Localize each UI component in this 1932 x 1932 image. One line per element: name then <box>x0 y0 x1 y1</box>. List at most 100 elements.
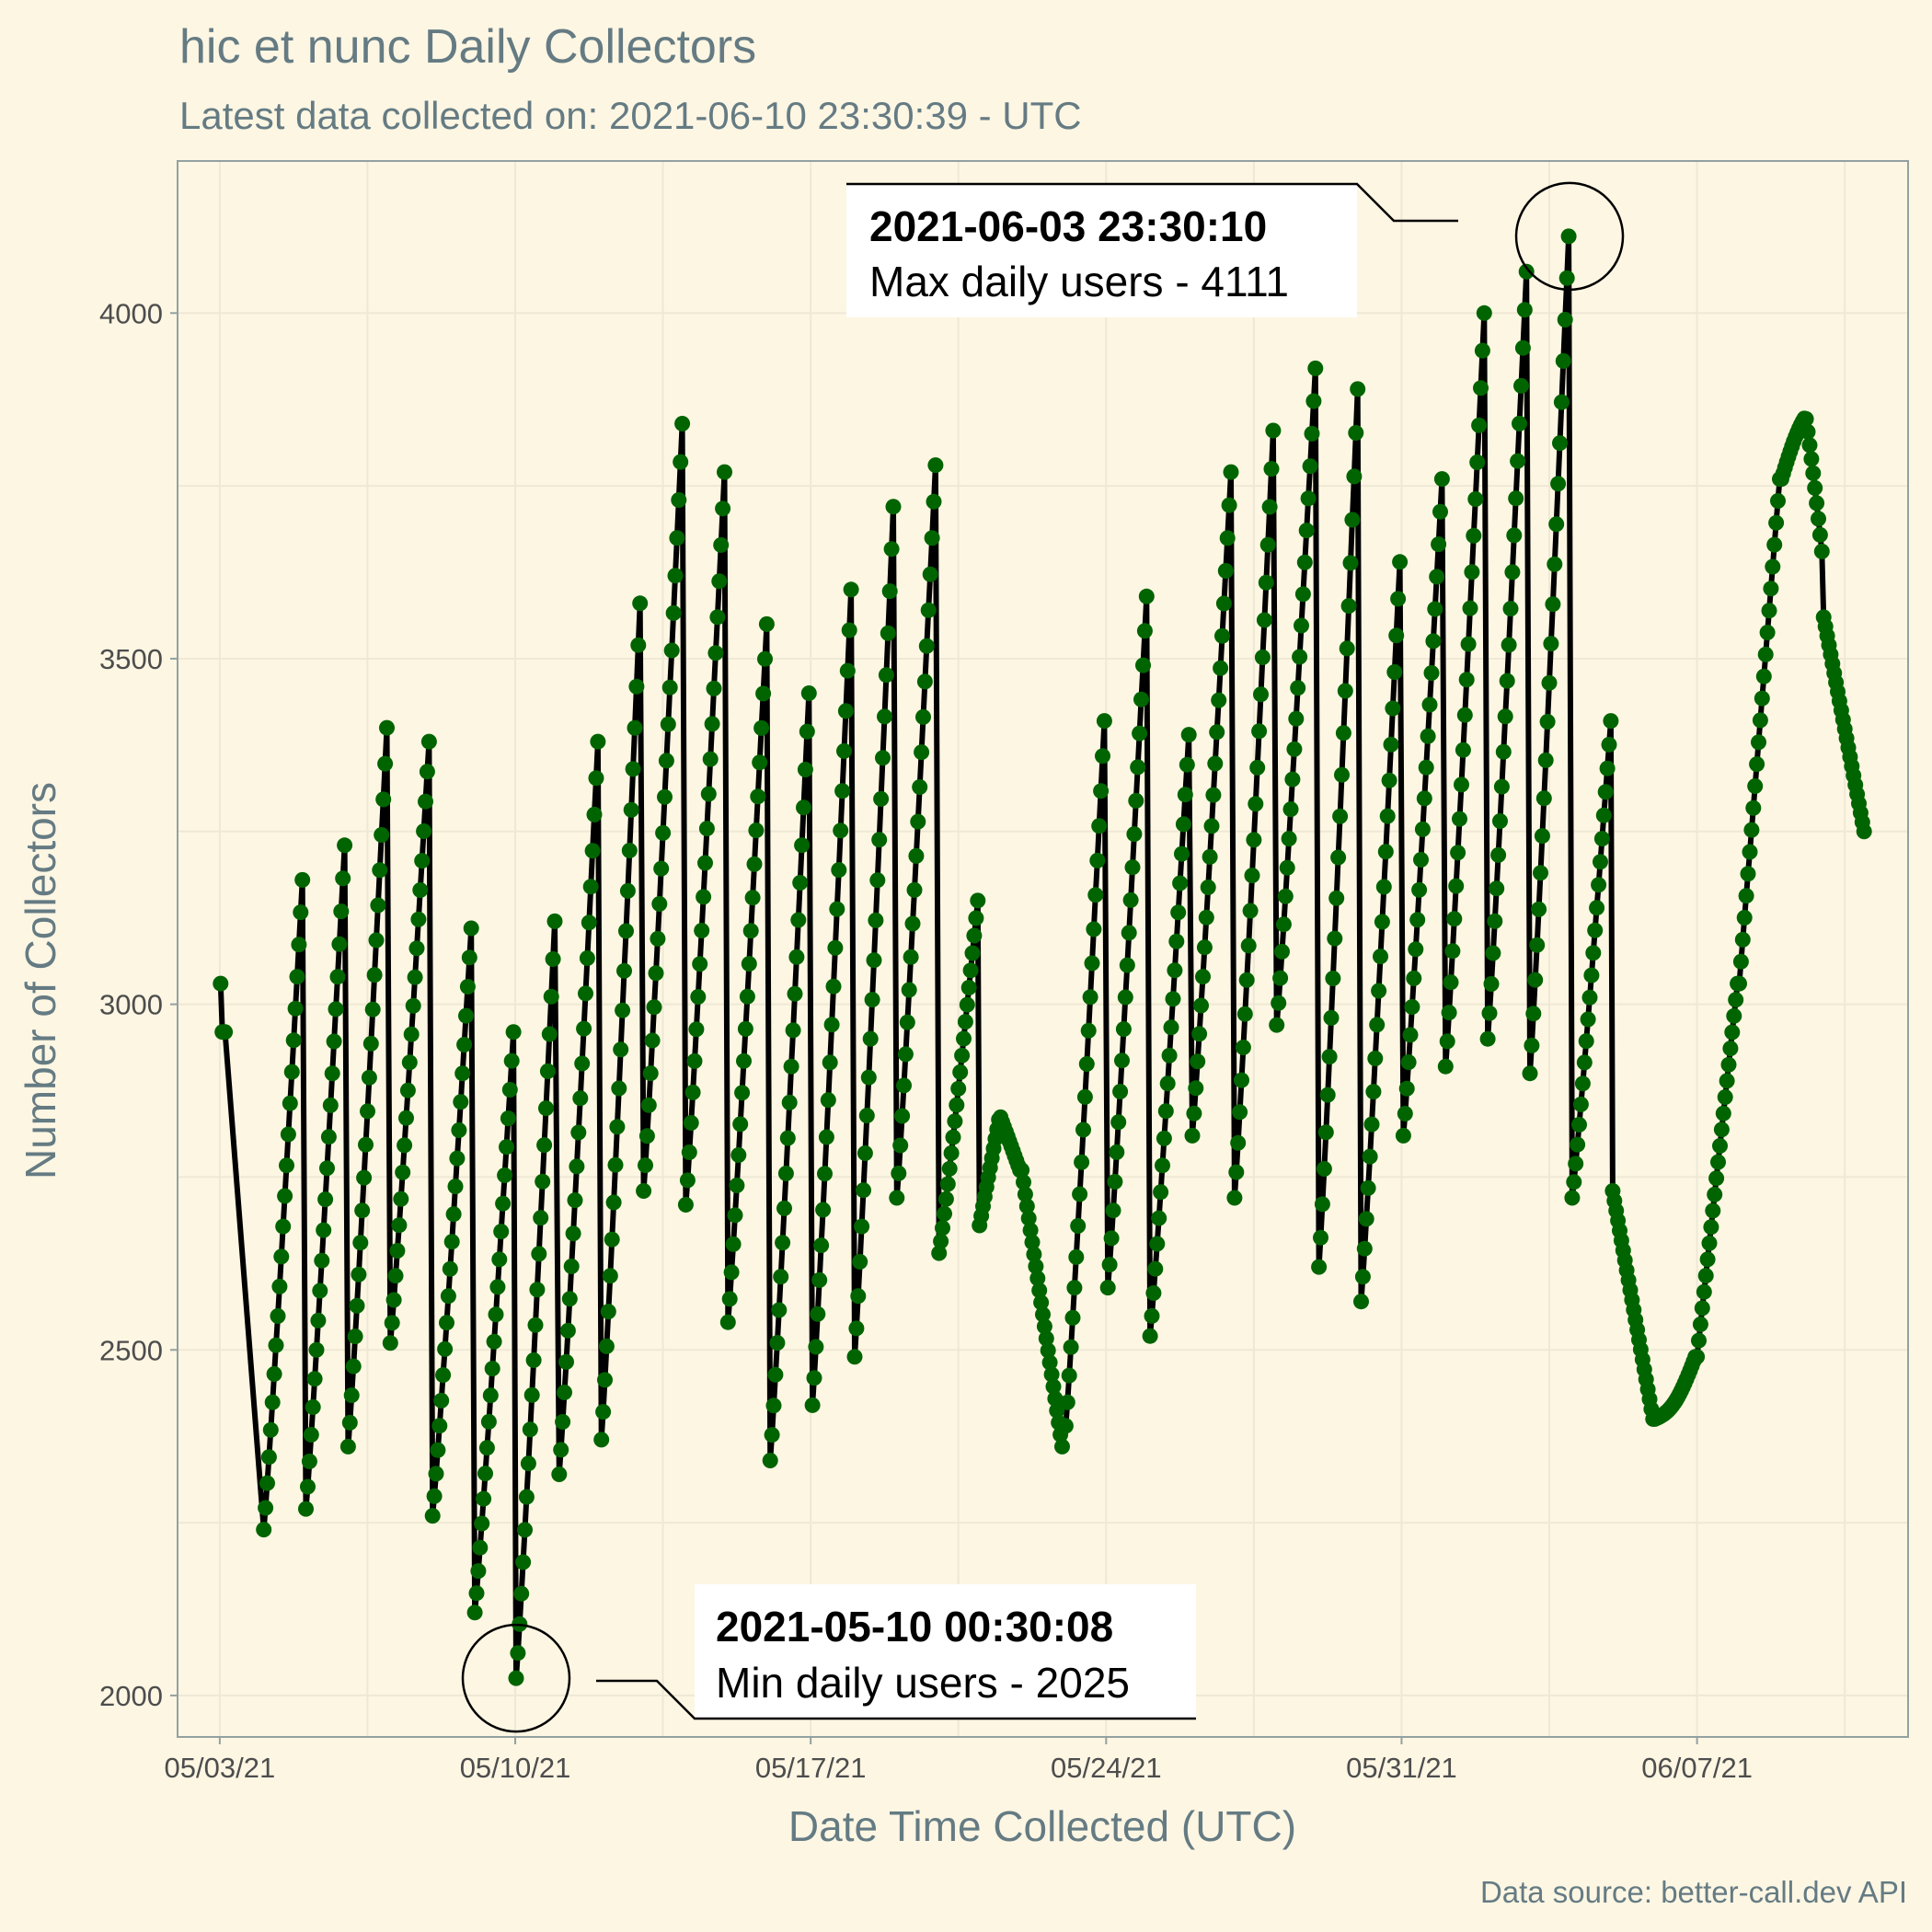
data-point <box>616 962 632 979</box>
y-tick-label: 3500 <box>99 643 163 675</box>
data-point <box>1705 1202 1721 1219</box>
data-point <box>1492 813 1508 829</box>
data-point <box>618 923 634 939</box>
data-point <box>1745 799 1762 816</box>
data-point <box>1533 865 1548 881</box>
data-point <box>1305 393 1322 409</box>
data-point <box>1296 554 1313 570</box>
data-point <box>669 530 685 546</box>
data-point <box>435 1367 452 1384</box>
data-point <box>1294 586 1311 603</box>
data-point <box>862 1030 879 1047</box>
data-point <box>739 988 755 1005</box>
data-point <box>1362 1148 1378 1165</box>
data-point <box>1240 937 1257 954</box>
data-point <box>418 793 433 810</box>
x-tick-label: 05/03/21 <box>165 1752 276 1784</box>
data-point <box>1078 1056 1095 1072</box>
chart-caption: Data source: better-call.dev API <box>1480 1875 1907 1909</box>
data-point <box>1813 543 1830 559</box>
data-point <box>813 1237 830 1254</box>
data-point <box>508 1670 524 1686</box>
data-point <box>285 1032 302 1049</box>
data-point <box>1570 1136 1586 1153</box>
data-point <box>1205 787 1222 803</box>
data-point <box>480 1413 497 1430</box>
data-point <box>1226 1190 1243 1206</box>
data-point <box>1603 713 1619 730</box>
data-point <box>1388 627 1405 644</box>
data-point <box>868 912 884 928</box>
data-point <box>698 821 715 837</box>
data-point <box>1497 708 1513 725</box>
data-point <box>727 1207 743 1224</box>
data-point <box>1066 1280 1083 1296</box>
data-point <box>461 949 477 966</box>
data-point <box>1269 1017 1285 1033</box>
data-point <box>317 1191 334 1208</box>
data-point <box>1130 759 1146 776</box>
data-point <box>1107 1174 1123 1190</box>
data-point <box>1485 945 1501 961</box>
data-point <box>1458 672 1475 688</box>
data-point <box>1444 943 1461 960</box>
data-point <box>513 1585 530 1602</box>
data-point <box>1510 453 1526 469</box>
data-point <box>1431 536 1447 553</box>
data-point <box>935 1220 950 1236</box>
data-point <box>636 1183 652 1199</box>
data-point <box>1572 1096 1589 1112</box>
data-point <box>525 1352 542 1368</box>
data-point <box>1043 1366 1060 1383</box>
data-point <box>1583 967 1600 983</box>
data-point <box>1316 1161 1332 1177</box>
data-point <box>1400 1054 1417 1071</box>
data-point <box>364 1001 381 1018</box>
data-point <box>1467 491 1484 507</box>
axes: 2000 2500 3000 3500 4000 05/03/21 05/10/21 05/1… <box>99 297 1753 1784</box>
data-point <box>558 1353 574 1370</box>
data-point <box>1335 725 1351 742</box>
data-point <box>491 1251 508 1268</box>
data-point <box>954 1047 971 1064</box>
data-point <box>1386 664 1403 680</box>
data-point <box>545 951 561 967</box>
data-point <box>964 945 981 961</box>
data-point <box>1133 691 1149 707</box>
data-point <box>372 862 388 879</box>
data-point <box>301 1454 317 1469</box>
data-point <box>804 1397 821 1413</box>
data-point <box>1284 771 1301 788</box>
data-point <box>1487 913 1503 929</box>
data-point <box>721 1291 738 1307</box>
data-point <box>360 1103 375 1120</box>
data-point <box>1211 692 1227 708</box>
data-point <box>966 927 983 944</box>
data-point <box>382 1335 398 1351</box>
data-point <box>1217 563 1234 579</box>
data-point <box>744 890 761 906</box>
data-point <box>1576 1054 1593 1071</box>
data-point <box>1348 425 1364 441</box>
data-point <box>343 1387 360 1404</box>
data-point <box>1246 832 1262 848</box>
data-point <box>319 1160 335 1177</box>
data-point <box>1170 904 1187 921</box>
data-point <box>1327 930 1343 947</box>
data-point <box>551 1466 568 1482</box>
data-point <box>1508 490 1524 507</box>
data-point <box>605 1194 622 1211</box>
data-point <box>1026 1246 1042 1262</box>
data-point <box>385 1292 402 1308</box>
data-point <box>1319 1087 1336 1103</box>
data-point <box>1502 601 1519 617</box>
data-point <box>1728 992 1744 1008</box>
data-point <box>607 1156 624 1173</box>
data-point <box>1235 1040 1251 1055</box>
data-point <box>1489 880 1505 897</box>
data-point <box>1418 759 1434 776</box>
data-point <box>312 1282 328 1299</box>
data-point <box>757 650 773 667</box>
data-point <box>834 783 851 799</box>
data-point <box>1105 1202 1121 1219</box>
